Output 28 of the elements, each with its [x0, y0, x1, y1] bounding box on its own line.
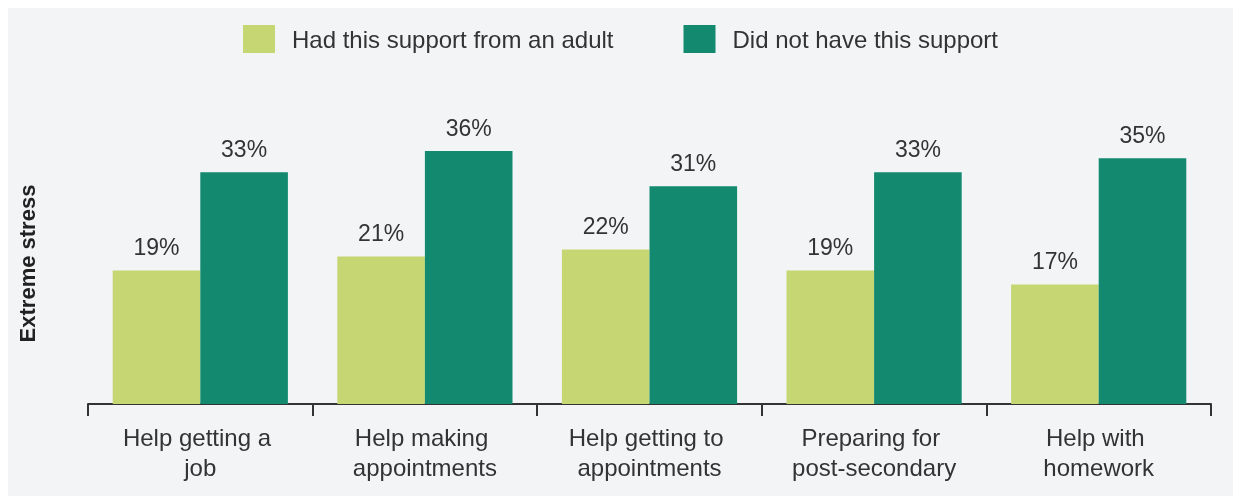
data-label: 33%	[221, 135, 268, 162]
x-tick-label: Help getting a job	[122, 423, 278, 481]
bar	[786, 270, 875, 404]
bar	[424, 151, 513, 404]
bar	[649, 186, 738, 404]
x-tick-label: Preparing for post-secondary	[792, 423, 957, 481]
x-tick-label: Help making appointments	[352, 423, 497, 481]
bar	[200, 172, 288, 404]
data-label: 35%	[1119, 121, 1166, 148]
data-label: 19%	[807, 234, 854, 261]
legend-label: Had this support from an adult	[292, 25, 614, 53]
x-tick-label: Help getting to appointments	[568, 423, 731, 481]
bar	[337, 256, 425, 404]
data-label: 31%	[670, 149, 717, 176]
data-label: 36%	[445, 114, 492, 141]
bar	[112, 270, 201, 404]
x-tick-label: Help with homework	[1043, 423, 1156, 481]
data-label: 17%	[1031, 248, 1078, 275]
data-label: 33%	[894, 135, 941, 162]
bar	[874, 172, 962, 404]
legend-label: Did not have this support	[732, 25, 999, 53]
data-label: 21%	[358, 219, 405, 246]
bar	[1098, 158, 1187, 404]
bar	[1011, 284, 1099, 404]
bar	[561, 249, 650, 404]
data-label: 19%	[133, 234, 180, 261]
data-label: 22%	[582, 212, 629, 239]
y-axis-title: Extreme stress	[14, 184, 40, 343]
